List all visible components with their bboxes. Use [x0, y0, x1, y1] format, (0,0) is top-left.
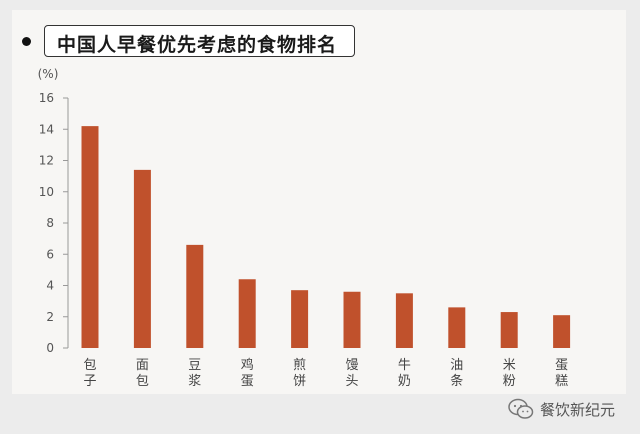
- chart-title-box: 中国人早餐优先考虑的食物排名: [44, 25, 355, 57]
- y-tick-label: 10: [39, 185, 54, 199]
- x-category-label: 鸡蛋: [241, 357, 254, 389]
- chart-title: 中国人早餐优先考虑的食物排名: [57, 34, 338, 56]
- y-tick-label: 6: [46, 247, 54, 261]
- bar-8: [448, 307, 466, 348]
- x-category-label: 蛋糕: [555, 358, 568, 389]
- x-category-label: 米粉: [503, 358, 516, 389]
- x-category-label: 煎饼: [293, 357, 306, 389]
- x-category-label: 面包: [136, 358, 149, 389]
- bar-6: [343, 291, 361, 348]
- y-tick-label: 12: [39, 154, 54, 168]
- bar-1: [81, 126, 99, 348]
- y-axis-unit-label: (%): [38, 67, 59, 81]
- bar-7: [395, 293, 413, 348]
- bar-4: [238, 279, 256, 348]
- y-tick-label: 4: [46, 279, 54, 293]
- bar-5: [291, 290, 309, 348]
- watermark: 餐饮新纪元: [508, 398, 615, 420]
- x-category-label: 馒头: [345, 358, 358, 389]
- y-tick-label: 16: [39, 91, 54, 105]
- bar-3: [186, 244, 204, 348]
- x-category-label: 包子: [83, 358, 96, 389]
- wechat-icon: [508, 398, 534, 419]
- y-tick-label: 2: [46, 310, 54, 324]
- x-category-label: 豆浆: [188, 358, 201, 389]
- y-tick-label: 8: [46, 216, 54, 230]
- y-tick-label: 14: [39, 122, 54, 136]
- x-category-label: 牛奶: [398, 358, 411, 389]
- x-category-label: 油条: [450, 358, 463, 389]
- y-tick-label: 0: [46, 341, 54, 355]
- watermark-text: 餐饮新纪元: [540, 400, 616, 419]
- bullet-icon: [22, 37, 31, 46]
- chart-panel: [12, 10, 626, 394]
- bar-9: [500, 312, 518, 348]
- bar-10: [553, 315, 571, 348]
- bar-2: [133, 169, 151, 348]
